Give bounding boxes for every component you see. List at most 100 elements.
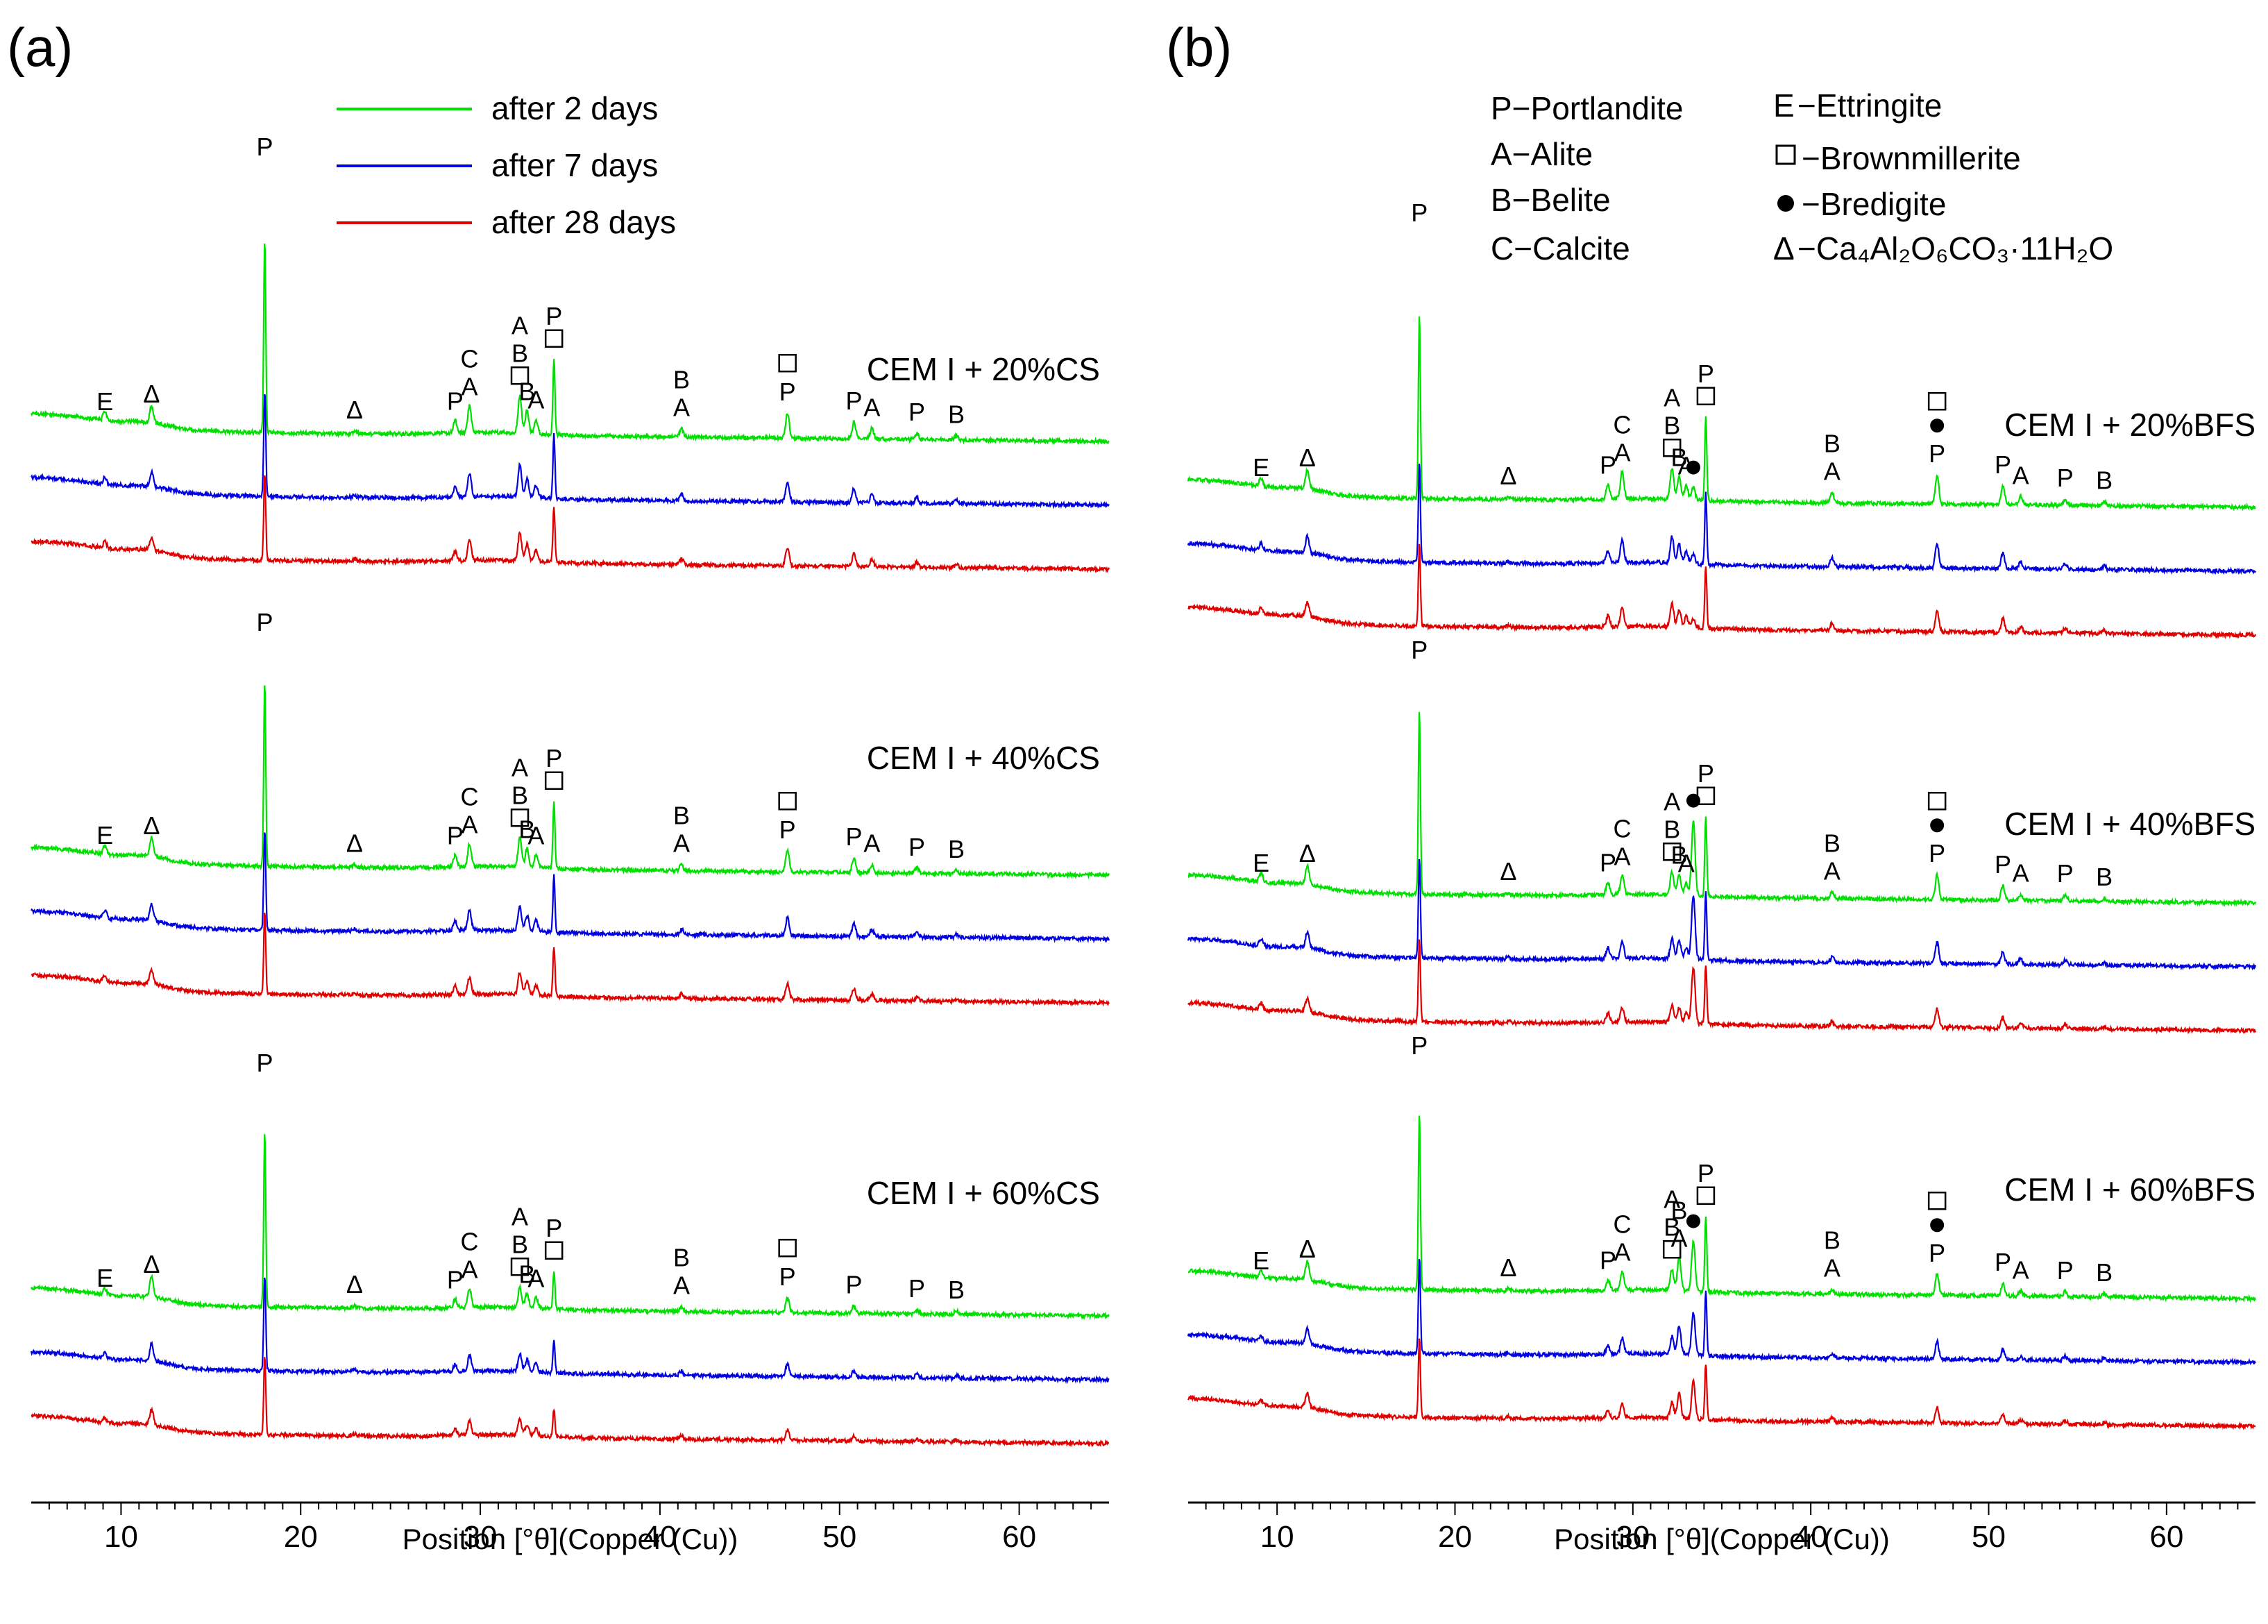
peak-label: C: [461, 345, 479, 373]
peak-label: P: [1411, 198, 1428, 227]
peak-label: E: [96, 1264, 113, 1292]
brownmillerite-square-icon: [1775, 144, 1796, 165]
sample-label: CEM I + 40%CS: [867, 740, 1100, 776]
series-after-28-days: [31, 1357, 1109, 1448]
peak-label: P: [1600, 1246, 1616, 1274]
peak-label: P: [779, 1262, 796, 1291]
x-tick-label: 50: [1972, 1520, 2006, 1554]
peak-label: P: [2057, 464, 2074, 492]
peak-label: B: [518, 815, 535, 843]
peak-label: A: [1664, 383, 1680, 412]
peak-label: A: [462, 373, 478, 401]
peak-label: P: [1929, 1239, 1945, 1267]
peak-label: B: [1664, 1212, 1680, 1241]
peak-label: A: [1678, 849, 1695, 877]
peak-label: B: [948, 1276, 965, 1304]
series-after-7-days: [31, 394, 1110, 509]
bredigite-dot-icon: [1686, 1214, 1700, 1228]
peak-label: B: [1824, 1226, 1840, 1254]
peak-label: Δ: [143, 1250, 160, 1278]
brownmillerite-square-icon: [1662, 843, 1682, 861]
sample-label: CEM I + 20%BFS: [2004, 407, 2256, 443]
peak-label: P: [1698, 1159, 1714, 1187]
brownmillerite-square-icon: [778, 791, 797, 811]
brownmillerite-square-icon: [544, 1241, 564, 1260]
sample-label: CEM I + 20%CS: [867, 351, 1100, 387]
peak-label: B: [1670, 443, 1687, 471]
peak-label: P: [447, 387, 464, 415]
peak-label: C: [461, 783, 479, 811]
peak-label: A: [863, 829, 880, 857]
peak-label: Δ: [1299, 839, 1316, 868]
peak-label: P: [256, 133, 273, 161]
series-after-28-days: [31, 913, 1110, 1007]
peak-label: A: [1670, 1224, 1687, 1252]
panel-b-label: (b): [1166, 17, 1232, 78]
bredigite-dot-icon: [1930, 418, 1945, 433]
peak-label: B: [511, 339, 528, 367]
phase-key-bredigite: −Bredigite: [1802, 186, 1946, 222]
peak-label: B: [518, 377, 535, 405]
peak-label: A: [1614, 439, 1630, 467]
series-after-7-days: [1187, 464, 2256, 575]
peak-label: P: [845, 387, 862, 415]
x-tick-label: 10: [1260, 1520, 1294, 1554]
peak-label: P: [2057, 859, 2074, 888]
peak-label: P: [1600, 450, 1616, 479]
x-tick-label: 20: [1438, 1520, 1472, 1554]
peak-label: P: [545, 1214, 562, 1242]
peak-label: P: [545, 302, 562, 330]
phase-key: P−Portlandite A−Alite B−Belite C−Calcite…: [1491, 87, 2113, 267]
peak-label: E: [96, 821, 113, 849]
peak-label: Δ: [346, 1270, 363, 1299]
phase-key-brownmillerite: −Brownmillerite: [1802, 140, 2021, 176]
peak-label: A: [462, 811, 478, 839]
series-after-28-days: [1187, 1338, 2256, 1430]
peak-label: P: [256, 1049, 273, 1077]
peak-label: A: [2013, 858, 2029, 887]
x-axis-title-b: Position [°θ](Copper (Cu)): [1554, 1523, 1890, 1555]
x-axis-title-a: Position [°θ](Copper (Cu)): [403, 1523, 738, 1555]
brownmillerite-square-icon: [1696, 786, 1716, 806]
series-after-28-days: [1187, 939, 2256, 1035]
peak-label: B: [518, 1260, 535, 1288]
x-tick-label: 60: [2149, 1520, 2183, 1554]
peak-label: E: [1253, 849, 1269, 877]
x-tick-label: 40: [1794, 1520, 1828, 1554]
peak-label: P: [779, 815, 796, 844]
peak-label: A: [1614, 1238, 1630, 1267]
brownmillerite-square-icon: [1696, 387, 1716, 406]
brownmillerite-square-icon: [1927, 791, 1947, 811]
peak-label: A: [2013, 1255, 2029, 1284]
peak-label: Δ: [143, 811, 160, 840]
peak-label: A: [511, 1202, 528, 1230]
bredigite-dot-icon: [1777, 195, 1794, 212]
sample-label: CEM I + 60%CS: [867, 1175, 1100, 1211]
peak-label: P: [1929, 439, 1945, 468]
series-after-7-days: [30, 1277, 1110, 1385]
peak-label: B: [2096, 466, 2113, 495]
series-after-7-days: [1187, 1259, 2256, 1367]
phase-key-portlandite: P−Portlandite: [1491, 90, 1683, 126]
phase-key-carboaluminate: −Ca₄Al₂O₆CO₃·11H₂O: [1797, 230, 2113, 267]
peak-label: A: [1824, 1253, 1840, 1282]
brownmillerite-square-icon: [1927, 1191, 1947, 1210]
peak-label: P: [1929, 839, 1945, 868]
series-after-28-days: [1187, 543, 2257, 640]
phase-key-ettringite: −Ettringite: [1797, 87, 1942, 124]
x-tick-label: 50: [822, 1520, 856, 1554]
phase-key-alite: A−Alite: [1491, 136, 1593, 172]
sample-label: CEM I + 40%BFS: [2004, 806, 2256, 842]
peak-label: C: [1613, 815, 1631, 843]
brownmillerite-square-icon: [510, 809, 530, 827]
peak-label: B: [673, 802, 690, 830]
peak-label: B: [2096, 863, 2113, 891]
peak-label: A: [462, 1255, 478, 1284]
peak-label: A: [511, 753, 528, 781]
brownmillerite-square-icon: [778, 353, 797, 373]
